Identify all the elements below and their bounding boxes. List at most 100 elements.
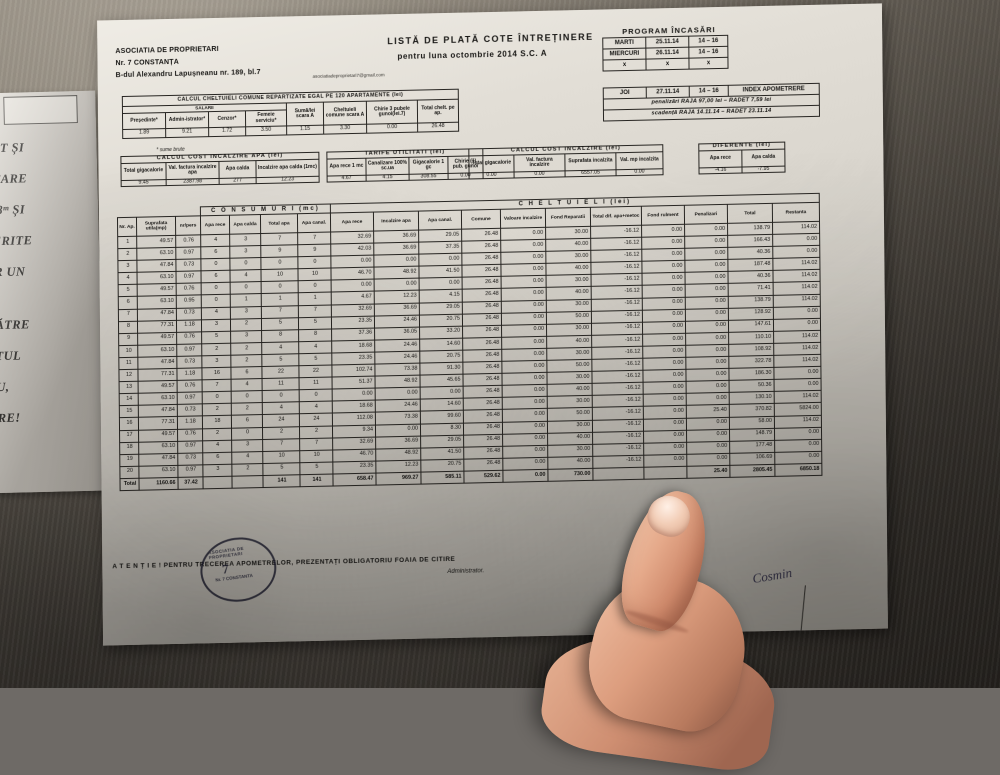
cell-nr-ap: 13 (119, 381, 139, 394)
cell-apa-rece: 37.36 (331, 327, 375, 341)
cell-total-apa: 24 (262, 414, 300, 428)
cell-total-dif-apa-metoc: -16.12 (591, 297, 643, 311)
cell-apa-canal: 37.35 (418, 241, 462, 255)
cell-restanta: 0.00 (773, 366, 822, 380)
cell-penalizari: 0.00 (686, 416, 730, 430)
stamp-line-2: Nr. 7 CONSTANTA (215, 572, 254, 583)
cell-restanta: 0.00 (774, 426, 822, 441)
document-title: LISTĂ DE PLATĂ COTE ÎNTREȚINERE (387, 31, 594, 47)
col-nr-ap: Nr. Ap. (117, 217, 137, 237)
cell-fond-rulment: 0.00 (641, 248, 685, 262)
notice-line: CĂTRE (0, 317, 30, 333)
notice-line: ATUL (0, 348, 22, 364)
cell-apa-rece: 46.70 (330, 267, 375, 281)
cell-penalizari: 0.00 (686, 380, 730, 394)
cell-comune: 26.48 (463, 458, 503, 472)
cell-restanta: 5824.00 (774, 402, 822, 416)
cell-nr-pers: 0.97 (177, 392, 203, 405)
cell-total-dif-apa-metoc: -16.12 (591, 346, 643, 360)
cell-apa-rece: 42.03 (330, 243, 374, 257)
cell-comune: 26.48 (462, 373, 503, 387)
total-cell-8: 969.27 (375, 471, 422, 486)
col-consum-apa-rece: Apa rece (200, 215, 230, 235)
cell-valoare-incalzire: 0.00 (502, 396, 548, 410)
cell-nr-ap: 6 (118, 296, 138, 310)
cell-apa-calda: 0 (231, 390, 263, 404)
col-sum-scara-a: Sumă/lei scara A (286, 102, 324, 126)
cell-total-apa: 0 (261, 281, 299, 295)
col-total-chelt-ap: Total chelt. pe ap. (417, 99, 459, 124)
cell-total-dif-apa-metoc: -16.12 (592, 406, 644, 420)
cell-comune: 26.48 (462, 349, 502, 363)
col-total-dif-apa: Total dif. apa+metoc (590, 206, 642, 227)
cell-fond-rulment: 0.00 (643, 429, 687, 443)
common-costs-table: CALCUL CHELTUIELI COMUNE REPARTIZATE EGA… (122, 89, 459, 139)
cell-nr-pers: 0.73 (176, 307, 202, 321)
cell-apa-calda: 0 (230, 281, 262, 295)
col-nr-pers: nr/pers (175, 215, 201, 236)
cell-total-dif-apa-metoc: -16.12 (591, 285, 643, 299)
cell-nr-pers: 0.97 (175, 246, 201, 260)
cell-comune: 26.48 (463, 385, 503, 399)
col-consum-total-apa: Total apa (260, 213, 298, 234)
cell-penalizari: 0.00 (686, 392, 730, 406)
cell-total: 370.82 (729, 403, 775, 417)
cell-apa-rece: 0.00 (331, 279, 375, 293)
cell-penalizari: 0.00 (686, 453, 730, 467)
cell-suprafata-utila-mp: 63.10 (137, 344, 177, 358)
cell-apa-canal: 1 (298, 292, 332, 306)
val-dif-apa-calda: -7.95 (741, 166, 786, 174)
cell-total-dif-apa-metoc: -16.12 (591, 358, 643, 372)
cell-nr-pers: 0.76 (177, 379, 203, 393)
cell-nr-pers: 0.73 (175, 259, 201, 272)
cell-restanta: 114.02 (773, 330, 821, 344)
cell-total: 108.92 (728, 343, 774, 357)
cell-apa-rece: 2 (202, 427, 232, 441)
cell-fond-reparatii: 50.00 (546, 359, 592, 373)
cell-apa-canal: 8 (298, 328, 332, 342)
col-fond-rulment: Fond rulment (641, 205, 685, 226)
cell-suprafata-utila-mp: 63.10 (136, 247, 176, 261)
col-gigacalorie-tarif: Gigacalorie 1 gc (408, 156, 449, 175)
cell-total-dif-apa-metoc: -16.12 (591, 334, 643, 348)
notice-line: TU, (0, 379, 10, 395)
cell-apa-rece: 4.67 (331, 291, 375, 305)
col-total-gigacalorie: Total gigacalorie (120, 162, 167, 181)
cell-incalzire-apa: 0.00 (373, 254, 419, 268)
cell-valoare-incalzire: 0.00 (501, 348, 547, 362)
cell-incalzire-apa: 0.00 (374, 278, 420, 292)
cell-apa-calda: 3 (230, 330, 262, 344)
cell-fond-reparatii: 40.00 (545, 238, 591, 252)
left-wall-notice: CÂT ȘI I CARE E 8ᵐ ȘI PERITE ER UN CĂTRE… (0, 90, 105, 494)
cell-penalizari: 0.00 (685, 356, 729, 370)
program-date: x (645, 58, 690, 71)
cell-restanta: 0.00 (773, 318, 821, 332)
col-apa-rece-tarif: Apa rece 1 mc (326, 158, 367, 176)
association-stamp: ASOCIATIA DE PROPRIETARI 7 Nr. 7 CONSTAN… (196, 533, 280, 607)
cell-apa-rece: 18.68 (332, 400, 376, 414)
cell-restanta: 0.00 (772, 245, 820, 259)
cell-suprafata-utila-mp: 47.84 (137, 307, 177, 321)
cell-restanta: 114.02 (773, 281, 821, 295)
col-chirie-pubele: Chirie 3 pubele gunoi(lei.7) (366, 100, 418, 125)
stamp-line-1: ASOCIATIA DE PROPRIETARI (207, 545, 245, 561)
cell-suprafata-utila-mp: 63.10 (138, 392, 178, 406)
cell-comune: 26.48 (461, 264, 502, 278)
cell-fond-rulment: 0.00 (643, 441, 687, 456)
cell-apa-canal: 10 (299, 449, 333, 463)
cell-penalizari: 0.00 (685, 283, 729, 297)
cell-fond-rulment: 0.00 (641, 236, 685, 250)
cell-apa-canal: 0.00 (419, 277, 463, 291)
total-cell-11: 0.00 (502, 469, 549, 483)
cell-valoare-incalzire: 0.00 (501, 372, 548, 386)
cell-suprafata-utila-mp: 49.57 (138, 380, 178, 394)
table-row: -4.16 -7.95 (698, 166, 786, 175)
cell-nr-ap: 18 (119, 441, 139, 455)
cell-apa-rece: 32.69 (332, 436, 376, 450)
cell-valoare-incalzire: 0.00 (501, 324, 547, 338)
cell-apa-rece: 3 (202, 464, 232, 477)
cell-total-apa: 0 (260, 256, 298, 270)
cell-fond-reparatii: 40.00 (546, 335, 592, 349)
cell-valoare-incalzire: 0.00 (501, 336, 547, 350)
cell-apa-rece: 5 (201, 330, 231, 344)
